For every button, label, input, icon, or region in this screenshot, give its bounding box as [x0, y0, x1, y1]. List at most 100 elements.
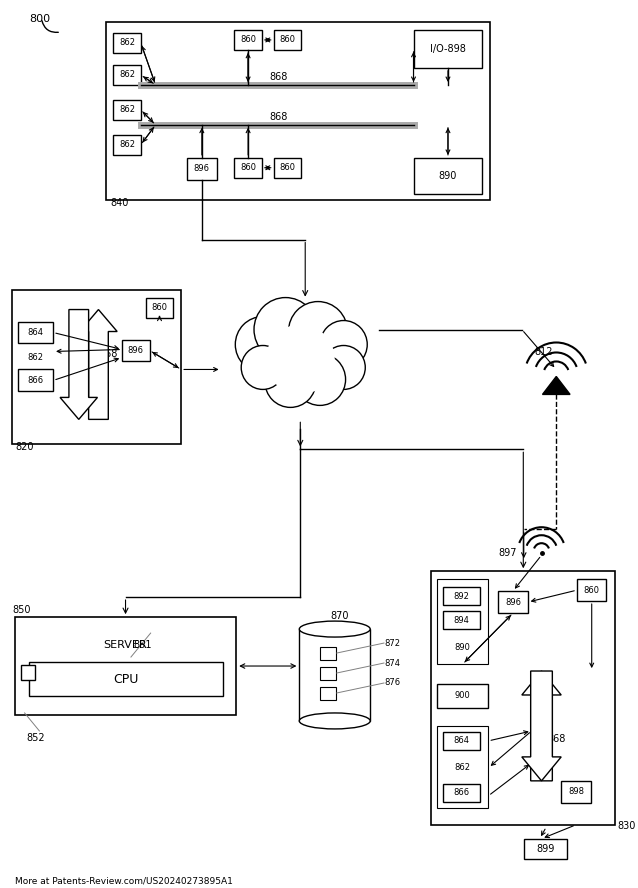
Bar [524, 839, 567, 859]
Polygon shape [80, 310, 117, 419]
Text: 840: 840 [110, 198, 129, 208]
Text: 812: 812 [535, 347, 553, 358]
Bar [320, 647, 336, 660]
Text: 868: 868 [269, 112, 288, 122]
Text: 892: 892 [454, 591, 470, 600]
Text: 896: 896 [194, 164, 210, 173]
Bar [20, 665, 36, 680]
Text: I/O-898: I/O-898 [430, 44, 466, 54]
Bar [29, 662, 223, 696]
Text: 860: 860 [279, 163, 295, 172]
Circle shape [294, 353, 346, 406]
Circle shape [241, 345, 285, 390]
Text: 900: 900 [455, 692, 471, 701]
Text: 872: 872 [384, 638, 400, 647]
Ellipse shape [299, 713, 370, 729]
Bar [443, 587, 480, 605]
Bar [122, 339, 150, 361]
Text: 896: 896 [505, 598, 521, 607]
Text: 890: 890 [439, 170, 457, 181]
Ellipse shape [299, 621, 370, 637]
Text: 862: 862 [455, 764, 471, 773]
Bar [113, 99, 141, 120]
Text: 862: 862 [119, 106, 135, 115]
Text: 862: 862 [27, 353, 43, 362]
Text: 851: 851 [133, 640, 151, 650]
Bar [443, 732, 480, 749]
Circle shape [254, 297, 317, 361]
Bar [187, 158, 217, 179]
Bar [443, 784, 480, 802]
Circle shape [265, 355, 316, 408]
Bar [437, 684, 488, 708]
Bar [113, 135, 141, 155]
Polygon shape [522, 671, 561, 781]
Text: 810: 810 [290, 364, 311, 375]
Circle shape [288, 302, 348, 361]
Bar [413, 158, 482, 194]
Bar [320, 667, 336, 680]
Bar [437, 579, 488, 664]
Bar [234, 30, 262, 50]
Circle shape [266, 324, 335, 394]
Text: 866: 866 [454, 789, 470, 797]
Text: 862: 862 [119, 38, 135, 47]
Bar [577, 579, 607, 601]
Text: 874: 874 [384, 659, 400, 668]
Text: 898: 898 [568, 788, 584, 797]
Text: SERVER: SERVER [104, 640, 147, 650]
Polygon shape [60, 310, 98, 419]
Text: 894: 894 [454, 615, 470, 624]
Bar [234, 158, 262, 178]
Bar [113, 65, 141, 85]
Text: 868: 868 [269, 72, 288, 82]
Bar [299, 629, 370, 721]
Bar [18, 321, 53, 344]
Text: 876: 876 [384, 678, 400, 687]
Bar [437, 725, 488, 808]
Text: 899: 899 [537, 844, 554, 853]
Bar [113, 33, 141, 53]
Text: 866: 866 [27, 376, 43, 385]
Text: 890: 890 [455, 643, 471, 652]
Text: CPU: CPU [113, 672, 138, 686]
Text: 800: 800 [29, 14, 50, 24]
Circle shape [320, 321, 367, 369]
Bar [443, 611, 480, 629]
Bar [498, 591, 528, 613]
Text: 868: 868 [99, 350, 117, 360]
Bar [12, 289, 181, 444]
Text: 860: 860 [240, 36, 256, 44]
Bar [18, 369, 53, 392]
Text: 820: 820 [16, 442, 34, 452]
Text: 860: 860 [151, 303, 168, 312]
Circle shape [322, 345, 366, 390]
Bar [274, 158, 301, 178]
Text: 897: 897 [498, 548, 517, 559]
Circle shape [235, 316, 290, 372]
Bar [107, 22, 491, 200]
Bar [431, 571, 615, 825]
Bar [413, 30, 482, 67]
Text: 864: 864 [454, 736, 470, 745]
Text: More at Patents-Review.com/US20240273895A1: More at Patents-Review.com/US20240273895… [15, 876, 233, 885]
Text: 868: 868 [547, 733, 566, 744]
Text: 852: 852 [27, 733, 45, 743]
Text: 860: 860 [240, 163, 256, 172]
Bar [15, 617, 236, 715]
Bar [561, 781, 591, 803]
Polygon shape [542, 377, 570, 394]
Text: 860: 860 [279, 36, 295, 44]
Bar [320, 687, 336, 700]
Text: 862: 862 [119, 140, 135, 149]
Text: 864: 864 [27, 328, 43, 337]
Text: 896: 896 [128, 346, 144, 355]
Text: 860: 860 [584, 585, 600, 595]
Bar [145, 297, 174, 318]
Text: 830: 830 [618, 821, 635, 831]
Text: 870: 870 [330, 611, 349, 621]
Text: 862: 862 [119, 70, 135, 79]
Bar [274, 30, 301, 50]
Polygon shape [522, 671, 561, 781]
Text: 850: 850 [13, 605, 31, 615]
